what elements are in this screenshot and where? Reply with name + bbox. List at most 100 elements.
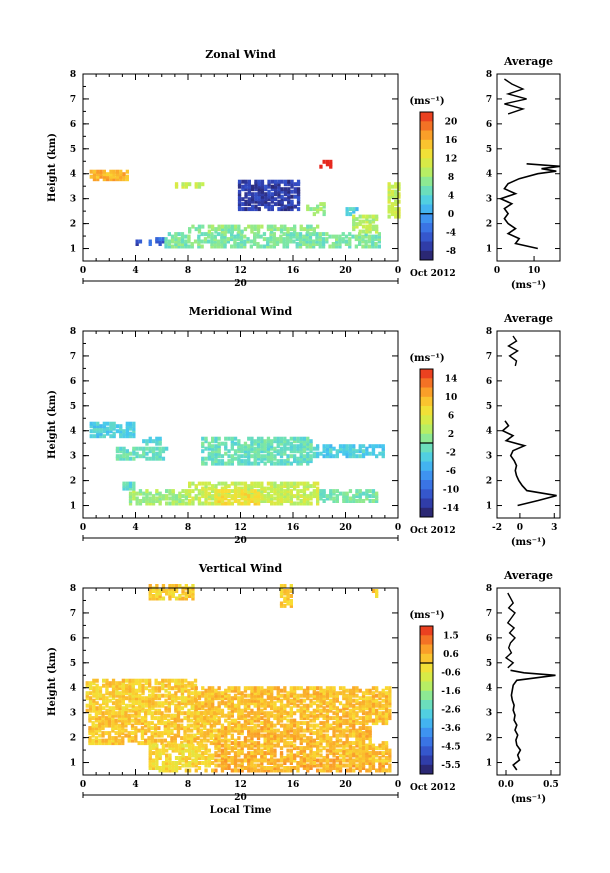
heatmap-cell xyxy=(292,232,296,237)
heatmap-cell xyxy=(270,766,274,770)
heatmap-cell xyxy=(335,738,339,743)
heatmap-cell xyxy=(364,232,368,237)
heatmap-cell xyxy=(240,491,244,496)
heatmap-cell xyxy=(352,718,356,723)
heatmap-cell xyxy=(329,708,333,713)
heatmap-cell xyxy=(170,678,175,683)
heatmap-cell xyxy=(316,686,320,691)
heatmap-cell xyxy=(188,227,192,232)
heatmap-cell xyxy=(85,681,89,686)
heatmap-cell xyxy=(283,207,288,212)
heatmap-cell xyxy=(204,461,208,466)
heatmap-cell xyxy=(217,748,221,753)
heatmap-cell xyxy=(250,444,254,449)
heatmap-cell xyxy=(250,696,254,701)
heatmap-cell xyxy=(295,237,299,242)
heatmap-cell xyxy=(371,494,376,499)
heatmap-cell xyxy=(211,756,215,760)
colorbar-tick-label: 10 xyxy=(445,393,458,403)
heatmap-cell xyxy=(128,424,133,429)
heatmap-cell xyxy=(88,703,93,708)
heatmap-cell xyxy=(89,429,93,434)
heatmap-cell xyxy=(348,698,353,703)
heatmap-cell xyxy=(178,501,182,506)
heatmap-cell xyxy=(286,229,290,234)
heatmap-cell xyxy=(233,481,238,486)
average-x-tick-label: -2 xyxy=(492,523,502,533)
heatmap-cell xyxy=(211,688,215,693)
heatmap-cell xyxy=(365,753,369,758)
heatmap-cell xyxy=(270,187,274,192)
heatmap-cell xyxy=(266,454,271,459)
heatmap-cell xyxy=(273,716,277,721)
heatmap-cell xyxy=(211,696,215,701)
heatmap-cell xyxy=(322,768,326,773)
heatmap-cell xyxy=(204,486,208,491)
heatmap-cell xyxy=(197,227,202,232)
heatmap-cell xyxy=(227,688,231,693)
heatmap-cell xyxy=(270,229,274,234)
heatmap-cell xyxy=(118,681,122,686)
heatmap-cell xyxy=(387,184,391,189)
heatmap-cell xyxy=(375,686,379,691)
heatmap-cell xyxy=(230,454,234,459)
heatmap-cell xyxy=(299,701,303,706)
average-y-tick-label: 3 xyxy=(486,452,492,462)
heatmap-cell xyxy=(266,499,271,503)
heatmap-cell xyxy=(151,494,156,499)
heatmap-cell xyxy=(387,194,391,199)
heatmap-cell xyxy=(204,696,208,701)
heatmap-cell xyxy=(184,683,188,688)
heatmap-cell xyxy=(220,701,225,706)
heatmap-cell xyxy=(247,491,251,496)
heatmap-cell xyxy=(204,758,208,763)
colorbar-unit-label: (ms⁻¹) xyxy=(409,610,444,621)
heatmap-cell xyxy=(210,234,214,239)
heatmap-cell xyxy=(135,496,139,501)
heatmap-cell xyxy=(256,484,261,489)
heatmap-cell xyxy=(283,496,287,501)
heatmap-cell xyxy=(286,731,290,736)
heatmap-cell xyxy=(148,681,152,686)
heatmap-cell xyxy=(283,743,287,748)
heatmap-cell xyxy=(266,751,271,756)
heatmap-cell xyxy=(280,204,284,209)
heatmap-cell xyxy=(250,718,254,723)
heatmap-cell xyxy=(260,456,264,461)
heatmap-cell xyxy=(128,703,132,708)
heatmap-cell xyxy=(193,723,197,728)
heatmap-cell xyxy=(253,696,257,701)
heatmap-cell xyxy=(309,753,313,758)
heatmap-cell xyxy=(371,237,375,242)
heatmap-cell xyxy=(171,594,175,598)
heatmap-cell xyxy=(227,693,231,698)
heatmap-cell xyxy=(109,421,113,426)
heatmap-cell xyxy=(233,499,238,503)
heatmap-cell xyxy=(365,691,369,696)
heatmap-cell xyxy=(325,162,330,167)
heatmap-cell xyxy=(184,594,188,598)
heatmap-cell xyxy=(329,489,333,494)
heatmap-cell xyxy=(299,501,303,506)
heatmap-cell xyxy=(298,232,303,237)
heatmap-cell xyxy=(257,182,261,187)
heatmap-cell xyxy=(312,227,316,232)
heatmap-cell xyxy=(299,708,303,713)
heatmap-cell xyxy=(237,229,241,234)
heatmap-cell xyxy=(227,756,231,760)
heatmap-cell xyxy=(298,244,303,249)
heatmap-cell xyxy=(299,763,303,768)
heatmap-cell xyxy=(243,496,248,501)
heatmap-cell xyxy=(381,741,385,746)
heatmap-cell xyxy=(214,229,218,234)
heatmap-cell xyxy=(131,708,135,713)
heatmap-cell xyxy=(227,484,231,489)
heatmap-cell xyxy=(375,491,379,496)
heatmap-cell xyxy=(302,751,307,756)
heatmap-cell xyxy=(247,224,251,229)
heatmap-cell xyxy=(214,461,218,466)
heatmap-cell xyxy=(196,728,200,733)
heatmap-cell xyxy=(309,741,313,746)
heatmap-cell xyxy=(279,703,284,708)
heatmap-cell xyxy=(384,711,389,716)
